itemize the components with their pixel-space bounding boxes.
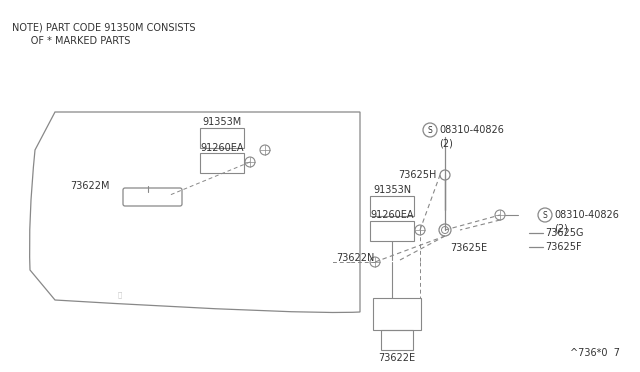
Text: 73625E: 73625E xyxy=(450,243,487,253)
Text: 73625G: 73625G xyxy=(545,228,584,238)
Text: 08310-40826: 08310-40826 xyxy=(439,125,504,135)
Text: 91260EA: 91260EA xyxy=(200,143,244,153)
Text: (2): (2) xyxy=(439,138,453,148)
Text: 73622N: 73622N xyxy=(336,253,374,263)
Text: ⓓ: ⓓ xyxy=(118,292,122,298)
Text: 73622E: 73622E xyxy=(378,353,415,363)
Bar xyxy=(381,330,413,350)
Bar xyxy=(200,153,244,173)
Text: S: S xyxy=(428,125,433,135)
Bar xyxy=(373,298,421,330)
Bar xyxy=(370,221,414,241)
Text: ^736*0  7: ^736*0 7 xyxy=(570,348,620,358)
Text: 08310-40826: 08310-40826 xyxy=(554,210,619,220)
Text: OF * MARKED PARTS: OF * MARKED PARTS xyxy=(12,36,131,46)
Text: 73625H: 73625H xyxy=(399,170,437,180)
Text: 91353N: 91353N xyxy=(373,185,411,195)
Text: (2): (2) xyxy=(554,223,568,233)
Bar xyxy=(200,128,244,148)
Text: 91353M: 91353M xyxy=(202,117,242,127)
Text: S: S xyxy=(543,211,547,219)
Text: NOTE) PART CODE 91350M CONSISTS: NOTE) PART CODE 91350M CONSISTS xyxy=(12,22,195,32)
Text: 73622M: 73622M xyxy=(70,181,110,191)
Bar xyxy=(370,196,414,216)
Text: 91260EA: 91260EA xyxy=(371,210,413,220)
Text: 73625F: 73625F xyxy=(545,242,582,252)
